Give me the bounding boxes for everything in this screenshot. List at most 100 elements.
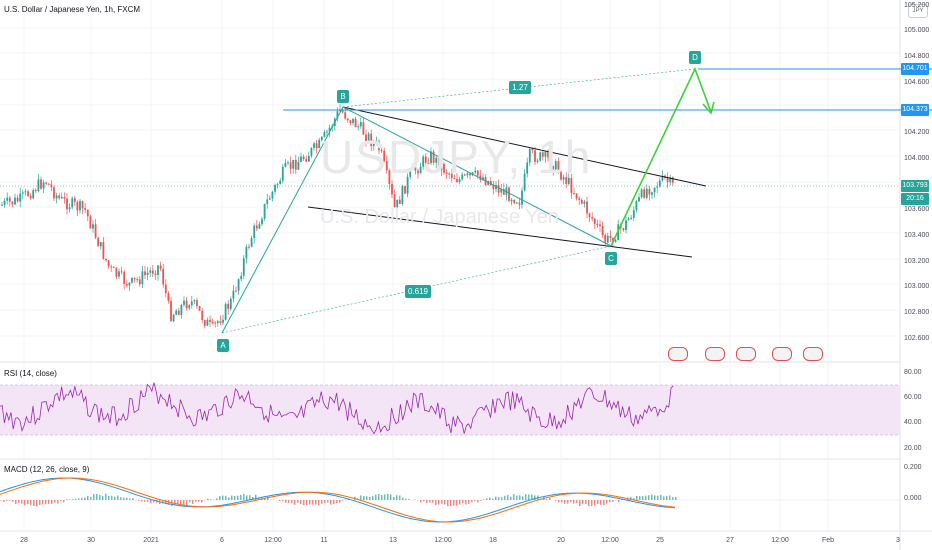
macd-histogram-bar [492, 498, 494, 500]
wave-point-c[interactable]: C [605, 252, 617, 265]
macd-histogram-bar [555, 500, 557, 501]
rsi-band [0, 385, 900, 435]
macd-histogram-bar [510, 496, 512, 500]
candle-body [211, 322, 214, 324]
candle-body [461, 174, 464, 180]
candle-body [29, 196, 32, 199]
candle-body [632, 210, 635, 218]
macd-histogram-bar [150, 500, 152, 504]
macd-histogram-bar [207, 498, 209, 500]
macd-pane-label[interactable]: MACD (12, 26, close, 9) [4, 465, 90, 474]
candle-body [229, 298, 232, 309]
candle-body [505, 187, 508, 195]
candle-body [476, 170, 479, 176]
macd-histogram-bar [630, 497, 632, 500]
candle-body [653, 187, 656, 193]
macd-histogram-bar [15, 500, 17, 504]
macd-histogram-bar [486, 498, 488, 500]
price-badge-target: 104.373 [901, 104, 929, 116]
candle-body [172, 314, 175, 322]
macd-histogram-bar [39, 500, 41, 505]
candle-body [107, 260, 110, 267]
price-tick: 104.200 [904, 129, 930, 136]
event-flag-icon[interactable] [668, 347, 688, 361]
candle-body [255, 225, 258, 229]
wave-point-d[interactable]: D [689, 51, 701, 64]
candle-body [219, 321, 222, 323]
candle-body [661, 175, 664, 181]
macd-histogram-bar [111, 495, 113, 500]
candle-body [541, 152, 544, 157]
candle-body [55, 195, 58, 199]
candle-body [183, 300, 185, 305]
ratio-label-cd: 1.27 [509, 81, 531, 94]
candle-body [552, 165, 555, 171]
candle-body [380, 150, 383, 152]
candle-body [287, 162, 289, 164]
candle-body [274, 184, 276, 192]
candle-body [365, 134, 367, 142]
macd-histogram-bar [63, 500, 65, 503]
macd-histogram-bar [225, 495, 227, 500]
candle-body [627, 218, 630, 221]
candle-body [105, 258, 107, 261]
candle-body [123, 271, 126, 284]
macd-histogram-bar [57, 500, 59, 504]
rsi-pane-label[interactable]: RSI (14, close) [4, 369, 57, 378]
candle-body [409, 169, 412, 177]
macd-histogram-bar [384, 494, 386, 500]
candle-body [294, 159, 297, 170]
macd-histogram-bar [405, 498, 407, 500]
candle-body [24, 191, 27, 193]
candle-body [437, 157, 440, 171]
candle-body [396, 199, 399, 207]
candle-body [357, 126, 360, 128]
macd-histogram-bar [525, 494, 527, 500]
macd-histogram-bar [288, 500, 290, 503]
time-tick: 2021 [143, 537, 159, 544]
macd-histogram-bar [75, 498, 77, 500]
candle-body [549, 157, 552, 166]
event-flag-icon[interactable] [736, 347, 756, 361]
macd-histogram-bar [447, 500, 449, 507]
candle-body [310, 147, 313, 156]
macd-histogram-bar [372, 496, 374, 500]
macd-histogram-bar [453, 500, 455, 506]
event-flag-icon[interactable] [772, 347, 792, 361]
macd-histogram-bar [654, 495, 656, 500]
wave-point-a[interactable]: A [217, 339, 229, 352]
candle-body [443, 163, 445, 173]
candle-body [279, 180, 282, 185]
candle-body [292, 159, 295, 169]
macd-tick: 0.000 [904, 495, 922, 502]
macd-histogram-bar [45, 500, 47, 505]
macd-histogram-bar [114, 496, 116, 500]
candle-body [320, 136, 323, 140]
candle-body [599, 224, 601, 227]
macd-histogram-bar [129, 498, 131, 500]
currency-badge[interactable]: JPY [908, 4, 928, 18]
macd-histogram-bar [498, 497, 500, 500]
wave-point-b[interactable]: B [337, 90, 349, 103]
macd-histogram-bar [183, 500, 185, 506]
macd-histogram-bar [267, 496, 269, 500]
macd-histogram-bar [87, 495, 89, 500]
candle-body [580, 199, 583, 204]
candle-body [383, 150, 386, 162]
candle-body [45, 182, 48, 184]
candle-body [284, 162, 287, 167]
candle-body [1, 204, 3, 206]
candle-body [606, 235, 609, 243]
macd-histogram-bar [462, 500, 464, 504]
candle-body [268, 198, 271, 200]
candle-body [128, 282, 131, 286]
macd-histogram-bar [528, 494, 530, 500]
candle-body [185, 300, 188, 309]
projection-arrowhead [702, 101, 715, 115]
event-flag-icon[interactable] [705, 347, 725, 361]
event-flag-icon[interactable] [803, 347, 823, 361]
macd-line [0, 477, 676, 523]
candle-body [258, 224, 261, 229]
candle-body [359, 122, 362, 127]
